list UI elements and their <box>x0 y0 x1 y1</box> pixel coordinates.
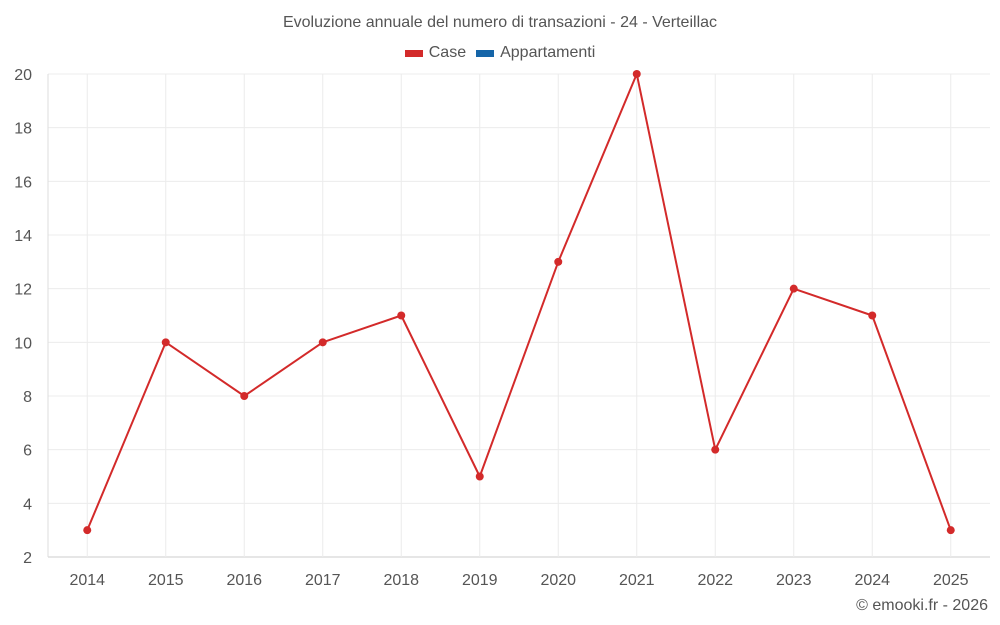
legend-label-appartamenti: Appartamenti <box>500 44 596 61</box>
data-point[interactable] <box>475 472 484 481</box>
y-tick-label: 12 <box>14 282 32 299</box>
legend-item-appartamenti[interactable]: Appartamenti <box>476 44 595 62</box>
data-point[interactable] <box>554 257 563 266</box>
y-tick-label: 6 <box>23 443 32 460</box>
legend: Case Appartamenti <box>0 44 1000 62</box>
x-tick-label: 2016 <box>226 572 262 589</box>
y-tick-label: 4 <box>23 496 32 513</box>
data-point[interactable] <box>946 526 955 535</box>
data-point[interactable] <box>397 311 406 320</box>
data-point[interactable] <box>632 70 641 78</box>
y-axis: 2 4 6 8 10 12 14 16 18 20 <box>14 67 49 567</box>
legend-swatch-case <box>404 49 423 57</box>
credit-text: © emooki.fr - 2026 <box>856 597 988 614</box>
y-tick-label: 18 <box>14 121 32 138</box>
data-point[interactable] <box>789 284 798 293</box>
y-tick-label: 2 <box>23 550 32 567</box>
data-point[interactable] <box>161 338 170 347</box>
y-tick-label: 8 <box>23 389 32 406</box>
legend-label-case: Case <box>428 44 467 61</box>
x-tick-label: 2024 <box>854 572 890 589</box>
data-point[interactable] <box>318 338 327 347</box>
grid <box>48 73 990 558</box>
legend-swatch-appartamenti <box>476 49 495 57</box>
x-tick-label: 2019 <box>462 572 498 589</box>
y-tick-label: 10 <box>14 335 32 352</box>
x-tick-label: 2017 <box>305 572 341 589</box>
x-tick-label: 2022 <box>697 572 733 589</box>
x-tick-label: 2020 <box>540 572 576 589</box>
x-tick-label: 2021 <box>619 572 655 589</box>
data-point[interactable] <box>868 311 877 320</box>
series-line-case <box>86 73 952 531</box>
x-tick-label: 2014 <box>69 572 105 589</box>
legend-item-case[interactable]: Case <box>404 44 467 62</box>
chart-title: Evoluzione annuale del numero di transaz… <box>282 14 718 31</box>
data-point[interactable] <box>240 392 249 400</box>
x-tick-label: 2018 <box>383 572 419 589</box>
x-tick-label: 2025 <box>933 572 969 589</box>
x-tick-label: 2015 <box>148 572 184 589</box>
data-point[interactable] <box>711 445 720 454</box>
y-tick-label: 16 <box>14 174 32 191</box>
series-layer <box>83 70 955 535</box>
y-tick-label: 20 <box>14 67 32 84</box>
x-tick-label: 2023 <box>776 572 812 589</box>
y-tick-label: 14 <box>14 228 32 245</box>
data-point[interactable] <box>83 526 92 535</box>
x-axis: 2014 2015 2016 2017 2018 2019 2020 2021 2022 2023… <box>69 572 968 589</box>
